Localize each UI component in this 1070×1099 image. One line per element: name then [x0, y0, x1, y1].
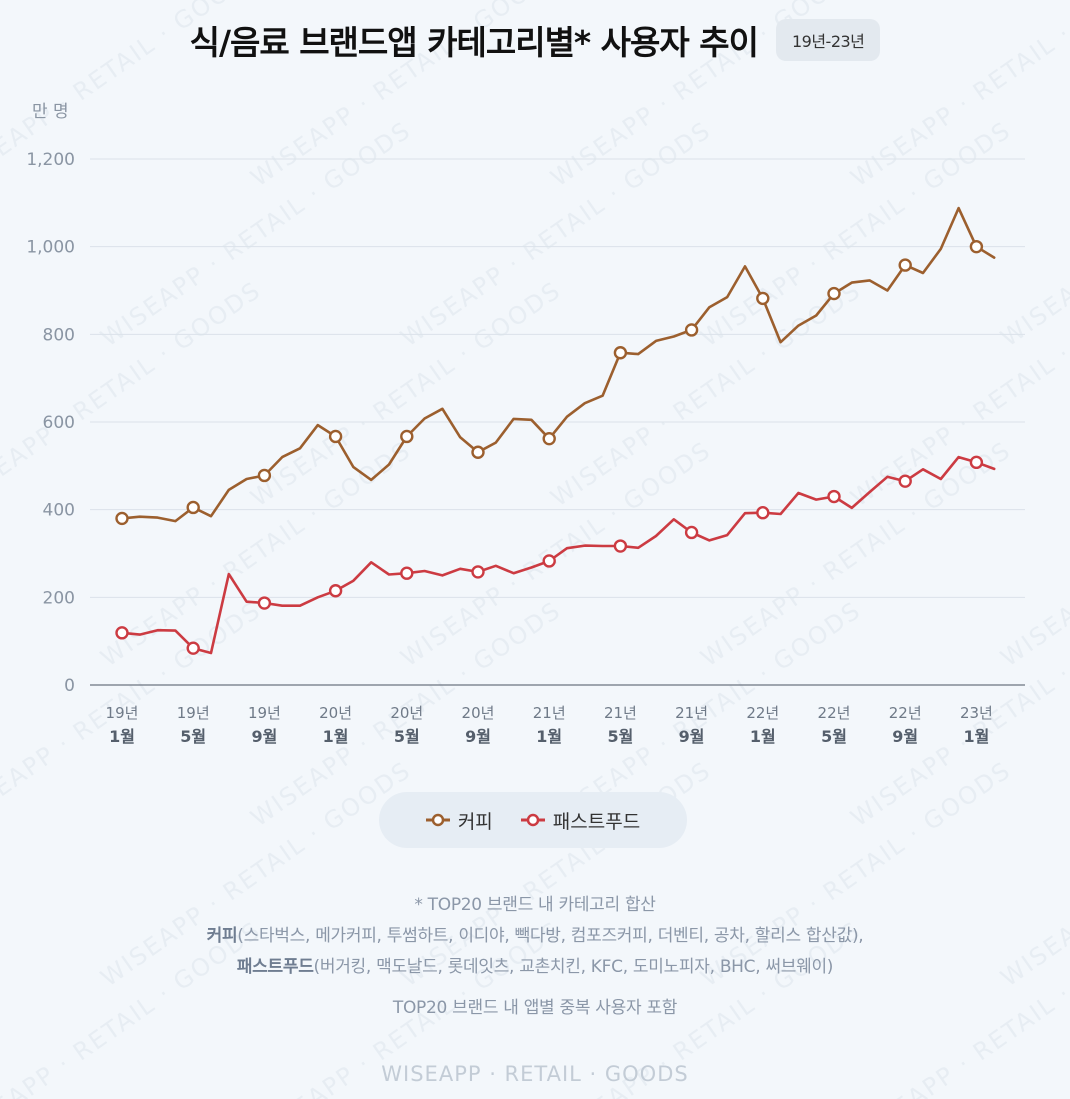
x-tick-label-year: 22년	[746, 704, 779, 722]
data-point-marker-0	[684, 323, 699, 337]
data-point-marker-0	[115, 511, 129, 526]
data-point-marker-0	[613, 346, 628, 360]
title-row: 식/음료 브랜드앱 카테고리별* 사용자 추이 19년-23년	[0, 10, 1070, 70]
x-tick-label-year: 19년	[106, 704, 139, 722]
legend-swatch-coffee-icon	[425, 813, 450, 827]
x-tick-label-year: 22년	[818, 704, 851, 722]
x-tick-label-month: 1월	[750, 727, 776, 746]
footer-brand: WISEAPP · RETAIL · GOODS	[381, 1062, 689, 1086]
x-tick-label-year: 21년	[604, 704, 637, 722]
legend-item-coffee[interactable]: 커피	[425, 807, 493, 834]
x-tick-label-month: 5월	[180, 727, 206, 746]
x-tick-label-year: 21년	[675, 704, 708, 722]
data-point-marker-1	[542, 554, 556, 568]
x-tick-label-month: 9월	[251, 727, 277, 746]
note-line-fastfood: 패스트푸드(버거킹, 맥도날드, 롯데잇츠, 교촌치킨, KFC, 도미노피자,…	[0, 952, 1070, 983]
data-point-marker-1	[827, 489, 841, 504]
x-tick-label-month: 9월	[892, 727, 918, 746]
y-tick-label: 0	[64, 676, 75, 696]
data-point-marker-1	[471, 565, 485, 579]
legend-label-coffee: 커피	[457, 810, 493, 833]
data-point-marker-1	[400, 566, 414, 580]
x-tick-label-month: 5월	[394, 727, 420, 746]
data-point-marker-0	[756, 291, 770, 306]
footnotes: * TOP20 브랜드 내 카테고리 합산 커피(스타벅스, 메가커피, 투썸하…	[0, 890, 1070, 1024]
x-tick-label-month: 1월	[109, 727, 135, 746]
note-line-4: TOP20 브랜드 내 앱별 중복 사용자 포함	[392, 998, 678, 1018]
data-point-marker-1	[613, 539, 628, 553]
data-point-marker-1	[898, 474, 912, 488]
data-point-marker-0	[328, 429, 343, 444]
x-tick-label-month: 9월	[679, 727, 705, 746]
x-tick-label-year: 22년	[889, 704, 922, 722]
y-tick-label: 200	[43, 588, 75, 608]
data-point-marker-0	[542, 431, 556, 446]
note-line-coffee: 커피(스타벅스, 메가커피, 투썸하트, 이디야, 빽다방, 컴포즈커피, 더벤…	[0, 921, 1070, 952]
data-point-marker-1	[328, 584, 343, 598]
x-tick-label-month: 5월	[821, 727, 847, 746]
x-tick-label-month: 1월	[323, 727, 349, 746]
line-chart: 만 명 0 200 400 600 800 1,000 1,200 19년 1월 19년 5월 19년 9…	[26, 102, 1025, 746]
data-point-marker-1	[257, 596, 272, 610]
data-point-marker-1	[969, 455, 984, 470]
y-tick-label: 400	[43, 501, 75, 521]
y-tick-label: 800	[43, 325, 75, 345]
period-badge: 19년-23년	[775, 19, 881, 61]
note-fastfood-list: (버거킹, 맥도날드, 롯데잇츠, 교촌치킨, KFC, 도미노피자, BHC,…	[313, 957, 834, 977]
x-tick-label-month: 1월	[536, 727, 562, 746]
data-point-marker-1	[756, 506, 770, 520]
legend-label-fastfood: 패스트푸드	[552, 810, 641, 833]
x-tick-label-year: 23년	[960, 704, 993, 722]
x-tick-label-month: 1월	[963, 727, 989, 746]
note-coffee-label: 커피	[206, 926, 238, 946]
data-point-marker-0	[969, 239, 984, 254]
data-point-marker-0	[400, 429, 414, 444]
data-point-marker-0	[827, 286, 841, 301]
x-tick-label-year: 20년	[462, 704, 495, 722]
data-point-marker-1	[186, 641, 200, 655]
note-line-1: * TOP20 브랜드 내 카테고리 합산	[414, 895, 656, 915]
x-tick-label-year: 21년	[533, 704, 566, 722]
series-line-0	[120, 206, 996, 523]
x-tick-label-year: 19년	[177, 704, 210, 722]
series-line-1	[120, 455, 996, 655]
data-point-marker-1	[684, 525, 699, 540]
note-fastfood-label: 패스트푸드	[236, 957, 314, 977]
x-tick-label-month: 9월	[465, 727, 491, 746]
data-point-marker-0	[471, 445, 485, 459]
note-coffee-list: (스타벅스, 메가커피, 투썸하트, 이디야, 빽다방, 컴포즈커피, 더벤티,…	[237, 926, 864, 946]
x-tick-label-year: 20년	[319, 704, 352, 722]
y-tick-label: 600	[43, 413, 75, 433]
data-point-marker-0	[257, 468, 272, 483]
y-unit-label: 만 명	[32, 102, 69, 122]
y-tick-label: 1,000	[26, 238, 75, 258]
data-point-marker-0	[186, 500, 200, 515]
legend-item-fastfood[interactable]: 패스트푸드	[520, 807, 641, 834]
data-point-marker-0	[898, 258, 912, 272]
page-title: 식/음료 브랜드앱 카테고리별* 사용자 추이	[189, 23, 759, 62]
data-point-marker-1	[115, 626, 129, 640]
legend-swatch-fastfood-icon	[520, 813, 545, 827]
chart-legend: 커피 패스트푸드	[379, 792, 687, 848]
x-tick-label-year: 20년	[390, 704, 423, 722]
y-tick-label: 1,200	[26, 150, 75, 170]
x-tick-label-year: 19년	[248, 704, 281, 722]
x-tick-label-month: 5월	[607, 727, 633, 746]
